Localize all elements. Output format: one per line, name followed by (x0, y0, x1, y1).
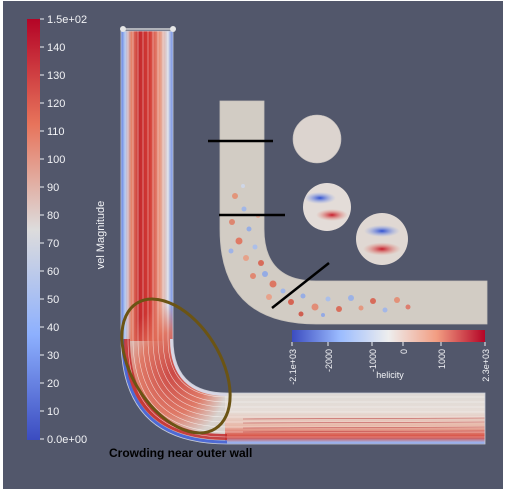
velocity-tick-label: 60 (47, 266, 59, 278)
velocity-tick-label: 100 (47, 154, 65, 166)
velocity-tick-label: 130 (47, 70, 65, 82)
velocity-colorbar-gradient (27, 19, 40, 440)
velocity-min-label: 0.0e+00 (47, 434, 87, 446)
helicity-tick-label: 0 (399, 349, 409, 354)
velocity-tick-label: 70 (47, 238, 59, 250)
pipe-streamline-view[interactable] (117, 26, 487, 445)
cross-section-line-3[interactable] (271, 262, 330, 309)
cross-section-lines (208, 139, 330, 309)
velocity-tick-label: 20 (47, 378, 59, 390)
annotation: Crowding near outer wall (99, 280, 252, 460)
seed-line-widget[interactable] (120, 26, 176, 32)
velocity-tick-label: 90 (47, 182, 59, 194)
helicity-noise (228, 184, 411, 317)
helicity-colorbar-title: helicity (376, 370, 404, 380)
velocity-tick-label: 10 (47, 406, 59, 418)
velocity-colorbar-title: vel Magnitude (95, 201, 107, 270)
velocity-tick-label: 40 (47, 322, 59, 334)
seed-line-start-handle[interactable] (120, 26, 126, 32)
velocity-tick-label: 140 (47, 42, 65, 54)
velocity-max-label: 1.5e+02 (47, 14, 87, 26)
helicity-min-label: -2.1e+03 (288, 349, 298, 385)
render-viewport[interactable]: 1.5e+02 140 130 120 110 100 90 80 70 60 … (3, 1, 503, 489)
helicity-tick-label: -1000 (368, 349, 378, 372)
annotation-ellipse[interactable] (99, 280, 252, 452)
velocity-tick-label: 50 (47, 294, 59, 306)
scene-canvas: 1.5e+02 140 130 120 110 100 90 80 70 60 … (27, 14, 493, 460)
velocity-tick-label: 80 (47, 210, 59, 222)
helicity-colorbar-gradient (292, 330, 485, 342)
helicity-tick-label: -2000 (324, 349, 334, 372)
helicity-pipe-view[interactable] (208, 96, 493, 331)
helicity-colorbar: -2.1e+03 -2000 -1000 0 1000 2.3e+03 heli… (288, 330, 491, 385)
cross-section-discs (292, 114, 408, 265)
helicity-max-label: 2.3e+03 (481, 349, 491, 382)
helicity-tick-label: 1000 (437, 349, 447, 369)
velocity-colorbar-ticks (40, 18, 44, 440)
velocity-tick-label: 120 (47, 98, 65, 110)
velocity-tick-label: 30 (47, 350, 59, 362)
seed-line-end-handle[interactable] (170, 26, 176, 32)
velocity-tick-label: 110 (47, 126, 65, 138)
cross-section-disc-3[interactable] (356, 213, 408, 265)
cross-section-disc-2[interactable] (303, 183, 351, 231)
velocity-colorbar: 1.5e+02 140 130 120 110 100 90 80 70 60 … (27, 14, 107, 446)
annotation-caption: Crowding near outer wall (109, 446, 252, 460)
cross-section-disc-1[interactable] (292, 114, 342, 164)
